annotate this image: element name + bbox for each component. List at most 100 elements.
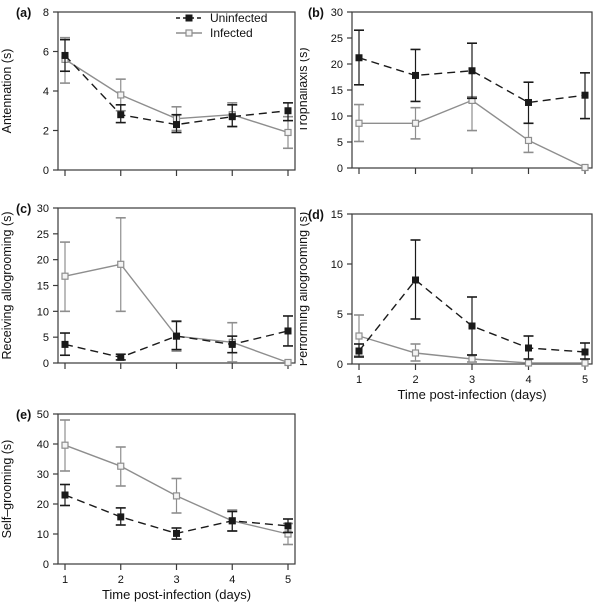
x-tick-label: 4 bbox=[525, 374, 531, 386]
data-point-infected bbox=[284, 358, 292, 367]
data-point-infected bbox=[581, 163, 589, 172]
y-tick-label: 4 bbox=[43, 86, 49, 98]
y-axis-title: Self–grooming (s) bbox=[0, 440, 14, 539]
data-point-uninfected bbox=[173, 529, 180, 537]
y-axis-title: Antennation (s) bbox=[0, 49, 14, 134]
y-axis-title: Trophallaxis (s) bbox=[300, 48, 310, 133]
y-axis-title: Performing allogrooming (s) bbox=[300, 212, 310, 366]
y-tick-label: 30 bbox=[331, 7, 343, 19]
data-point-infected bbox=[524, 359, 533, 367]
panel-c-chart: 0 5 10 15 20 25 30 Receiving allogrooming (s)(c… bbox=[0, 202, 296, 370]
data-point-uninfected bbox=[61, 491, 69, 499]
data-point-uninfected bbox=[412, 276, 419, 284]
panel-letter: (a) bbox=[16, 6, 31, 20]
y-tick-label: 25 bbox=[331, 33, 343, 45]
x-tick-label: 5 bbox=[285, 574, 291, 586]
x-tick-label: 1 bbox=[356, 374, 362, 386]
x-tick-label: 3 bbox=[173, 574, 179, 586]
y-tick-label: 0 bbox=[337, 359, 343, 371]
data-point-uninfected bbox=[117, 353, 125, 361]
legend-marker-uninfected bbox=[185, 14, 193, 22]
y-tick-label: 20 bbox=[37, 255, 49, 267]
y-tick-label: 30 bbox=[37, 469, 49, 481]
data-point-infected bbox=[172, 492, 181, 500]
y-tick-label: 20 bbox=[37, 499, 49, 511]
y-tick-label: 10 bbox=[37, 306, 49, 318]
series-infected bbox=[60, 419, 293, 546]
data-point-uninfected bbox=[284, 107, 292, 115]
data-point-infected bbox=[355, 332, 363, 340]
data-point-infected bbox=[355, 119, 363, 127]
data-point-infected bbox=[117, 260, 125, 268]
legend-label-infected: Infected bbox=[210, 26, 253, 40]
legend-label-uninfected: Uninfected bbox=[210, 11, 267, 25]
data-point-infected bbox=[117, 462, 125, 470]
x-tick-label: 2 bbox=[412, 374, 418, 386]
y-tick-label: 0 bbox=[43, 165, 49, 177]
series-line-uninfected bbox=[358, 57, 586, 104]
panel-letter: (c) bbox=[16, 202, 31, 216]
data-point-uninfected bbox=[355, 54, 363, 62]
data-point-infected bbox=[284, 128, 292, 137]
data-point-infected bbox=[61, 272, 69, 280]
y-tick-label: 15 bbox=[331, 85, 343, 97]
data-point-uninfected bbox=[468, 67, 476, 75]
x-tick-label: 4 bbox=[229, 574, 235, 586]
y-tick-label: 40 bbox=[37, 439, 49, 451]
y-tick-label: 50 bbox=[37, 409, 49, 421]
series-infected bbox=[60, 217, 292, 367]
y-tick-label: 0 bbox=[43, 358, 49, 370]
data-point-uninfected bbox=[117, 513, 125, 521]
panel-letter: (d) bbox=[308, 208, 324, 222]
y-tick-label: 0 bbox=[337, 163, 343, 175]
y-tick-label: 30 bbox=[37, 203, 49, 215]
data-point-uninfected bbox=[525, 98, 532, 106]
series-uninfected bbox=[354, 29, 590, 125]
y-tick-label: 10 bbox=[37, 529, 49, 541]
series-infected bbox=[354, 314, 589, 367]
data-point-uninfected bbox=[581, 91, 589, 99]
y-axis-title: Receiving allogrooming (s) bbox=[0, 212, 14, 360]
data-point-uninfected bbox=[173, 121, 180, 129]
series-uninfected bbox=[354, 239, 590, 360]
data-point-uninfected bbox=[228, 517, 236, 525]
y-tick-label: 15 bbox=[37, 281, 49, 293]
x-tick-label: 2 bbox=[118, 574, 124, 586]
data-point-uninfected bbox=[228, 113, 236, 121]
y-tick-label: 6 bbox=[43, 47, 49, 59]
panel-e-chart: 0 10 20 30 40 50 1 2 3 4 5 Time post-infection (day… bbox=[0, 408, 296, 602]
y-tick-label: 10 bbox=[331, 259, 343, 271]
y-tick-label: 25 bbox=[37, 229, 49, 241]
series-uninfected bbox=[60, 483, 293, 540]
data-point-infected bbox=[411, 119, 420, 127]
series-infected bbox=[354, 95, 589, 172]
data-point-uninfected bbox=[525, 344, 532, 352]
panel-letter: (e) bbox=[16, 408, 31, 422]
y-tick-label: 0 bbox=[43, 559, 49, 571]
y-tick-label: 2 bbox=[43, 126, 49, 138]
x-axis-title: Time post-infection (days) bbox=[102, 587, 251, 602]
x-tick-label: 1 bbox=[62, 574, 68, 586]
data-point-infected bbox=[61, 441, 69, 449]
x-axis-title: Time post-infection (days) bbox=[397, 387, 546, 402]
data-point-uninfected bbox=[284, 327, 292, 335]
data-point-uninfected bbox=[173, 332, 180, 340]
y-tick-label: 20 bbox=[331, 59, 343, 71]
y-tick-label: 5 bbox=[43, 332, 49, 344]
data-point-uninfected bbox=[61, 51, 69, 59]
data-point-uninfected bbox=[117, 111, 125, 119]
y-tick-label: 10 bbox=[331, 111, 343, 123]
data-point-infected bbox=[468, 355, 476, 363]
data-point-infected bbox=[117, 91, 125, 99]
x-tick-label: 5 bbox=[582, 374, 588, 386]
plot-frame bbox=[57, 11, 296, 171]
data-point-infected bbox=[411, 349, 420, 357]
series-uninfected bbox=[60, 38, 293, 134]
panel-d-chart: 0 5 10 15 1 2 3 4 5 Time post-infection (days) Per… bbox=[300, 208, 593, 402]
series-uninfected bbox=[60, 315, 293, 361]
y-tick-label: 8 bbox=[43, 7, 49, 19]
panel-letter: (b) bbox=[308, 6, 324, 20]
data-point-uninfected bbox=[468, 322, 476, 330]
